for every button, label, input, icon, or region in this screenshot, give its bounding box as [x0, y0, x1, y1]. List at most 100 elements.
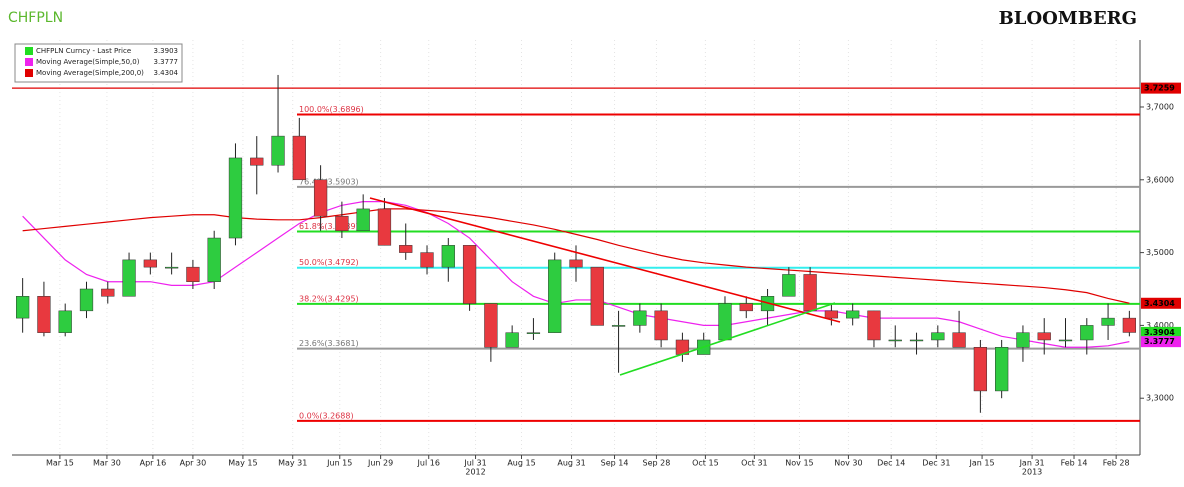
plot-area: 3,3000 3,4000 3,5000 3,6000 3,7000 Mar 15 Mar …	[12, 40, 1181, 477]
y-tick-label: 3,5000	[1146, 248, 1174, 257]
candle-body	[1058, 339, 1073, 342]
candle-body	[441, 245, 455, 268]
candle-body	[888, 339, 902, 342]
x-tick-label: Jun 29	[367, 459, 393, 468]
trend-line	[619, 302, 836, 376]
candle-body	[1016, 332, 1030, 348]
x-tick-label: Sep 14	[601, 459, 629, 468]
price-tag	[1141, 297, 1181, 309]
candle-body	[590, 266, 604, 326]
x-tick-label: Apr 30	[180, 459, 207, 468]
legend-swatch	[25, 58, 33, 66]
candle-body	[122, 259, 136, 297]
candle-body	[399, 245, 413, 253]
x-tick-label: Nov 15	[785, 459, 813, 468]
legend-value: 3.3777	[154, 58, 179, 66]
candle-body	[377, 208, 392, 246]
candle-body	[909, 339, 924, 342]
legend: CHFPLN Curncy - Last Price 3.3903 Moving A…	[14, 43, 183, 83]
fib-label: 76.4%(3.5903)	[299, 177, 359, 186]
candle-body	[164, 266, 179, 269]
trend-line	[369, 197, 841, 323]
candle-body	[633, 310, 647, 326]
x-tick-label: Jan 15	[969, 459, 995, 468]
candle-body	[250, 157, 264, 166]
candle-body	[271, 135, 285, 166]
candle-body	[16, 296, 30, 319]
candle-body	[335, 215, 349, 232]
legend-swatch	[25, 69, 33, 77]
candle-body	[58, 310, 72, 333]
price-tag-label: 3.7259	[1144, 84, 1175, 93]
fib-label: 23.6%(3.3681)	[299, 339, 359, 348]
candle-body	[101, 288, 115, 297]
price-tag-label: 3.3777	[1144, 337, 1175, 346]
candle-body	[569, 259, 583, 268]
candle-body	[654, 310, 668, 341]
legend-label: Moving Average(Simple,200,0)	[36, 69, 144, 77]
x-tick-label: Feb 28	[1103, 459, 1130, 468]
moving-average	[22, 208, 1130, 304]
candle-body	[356, 208, 370, 232]
candle-body	[420, 252, 434, 268]
x-tick-label: Mar 30	[93, 459, 121, 468]
fib-label: 100.0%(3.6896)	[299, 105, 364, 114]
x-tick-label: May 31	[278, 459, 307, 468]
x-tick-label: Feb 14	[1061, 459, 1088, 468]
candle-body	[931, 332, 945, 341]
x-tick-label: Oct 31	[741, 459, 768, 468]
legend-label: Moving Average(Simple,50,0)	[36, 58, 140, 66]
candle-body	[1080, 325, 1094, 341]
candle-body	[718, 303, 732, 341]
candle-body	[1037, 332, 1051, 341]
x-tick-label: May 15	[228, 459, 257, 468]
candle-body	[186, 266, 200, 282]
candle-body	[739, 303, 753, 312]
candle-body	[782, 274, 796, 297]
moving-average	[22, 201, 1130, 348]
y-tick-label: 3,6000	[1146, 175, 1174, 184]
x-tick-label: Oct 15	[692, 459, 719, 468]
year-label: 2012	[465, 468, 485, 477]
candle-body	[313, 179, 328, 217]
x-tick-label: Aug 15	[507, 459, 535, 468]
price-tag	[1141, 336, 1181, 348]
x-tick-label: Jul 16	[417, 459, 440, 468]
candle-body	[462, 245, 477, 304]
x-tick-label: Jun 15	[326, 459, 352, 468]
x-tick-label: Sep 28	[643, 459, 671, 468]
brand: BLOOMBERG	[999, 8, 1137, 29]
x-tick-label: Dec 31	[922, 459, 950, 468]
legend-label: CHFPLN Curncy - Last Price	[36, 47, 131, 55]
candle-body	[548, 259, 562, 333]
candle-body	[37, 296, 51, 333]
legend-box	[14, 43, 183, 83]
chart-title: CHFPLN	[8, 10, 63, 26]
x-tick-label: Nov 30	[834, 459, 862, 468]
price-tag	[1141, 326, 1181, 338]
fib-label: 50.0%(3.4792)	[299, 258, 359, 267]
y-tick-label: 3,3000	[1146, 394, 1174, 403]
y-tick-label: 3,7000	[1146, 102, 1174, 111]
price-tag-label: 3.4304	[1144, 299, 1175, 308]
x-tick-label: Apr 16	[140, 459, 167, 468]
y-tick-label: 3,4000	[1146, 321, 1174, 330]
x-tick-label: Jul 31	[463, 459, 486, 468]
x-tick-label: Dec 14	[877, 459, 905, 468]
candle-body	[611, 325, 626, 327]
year-label: 2013	[1022, 468, 1042, 477]
candle-body	[824, 310, 839, 319]
candle-body	[867, 310, 881, 341]
candle-body	[505, 332, 519, 348]
candle-body	[995, 346, 1009, 392]
candle-body	[973, 346, 988, 392]
legend-value: 3.3903	[154, 47, 179, 55]
candle-body	[143, 259, 157, 268]
candle-body	[526, 332, 541, 334]
candle-body	[207, 237, 221, 282]
candle-body	[79, 288, 94, 312]
fib-label: 0.0%(3.2688)	[299, 411, 354, 420]
x-tick-label: Jan 31	[1019, 459, 1045, 468]
